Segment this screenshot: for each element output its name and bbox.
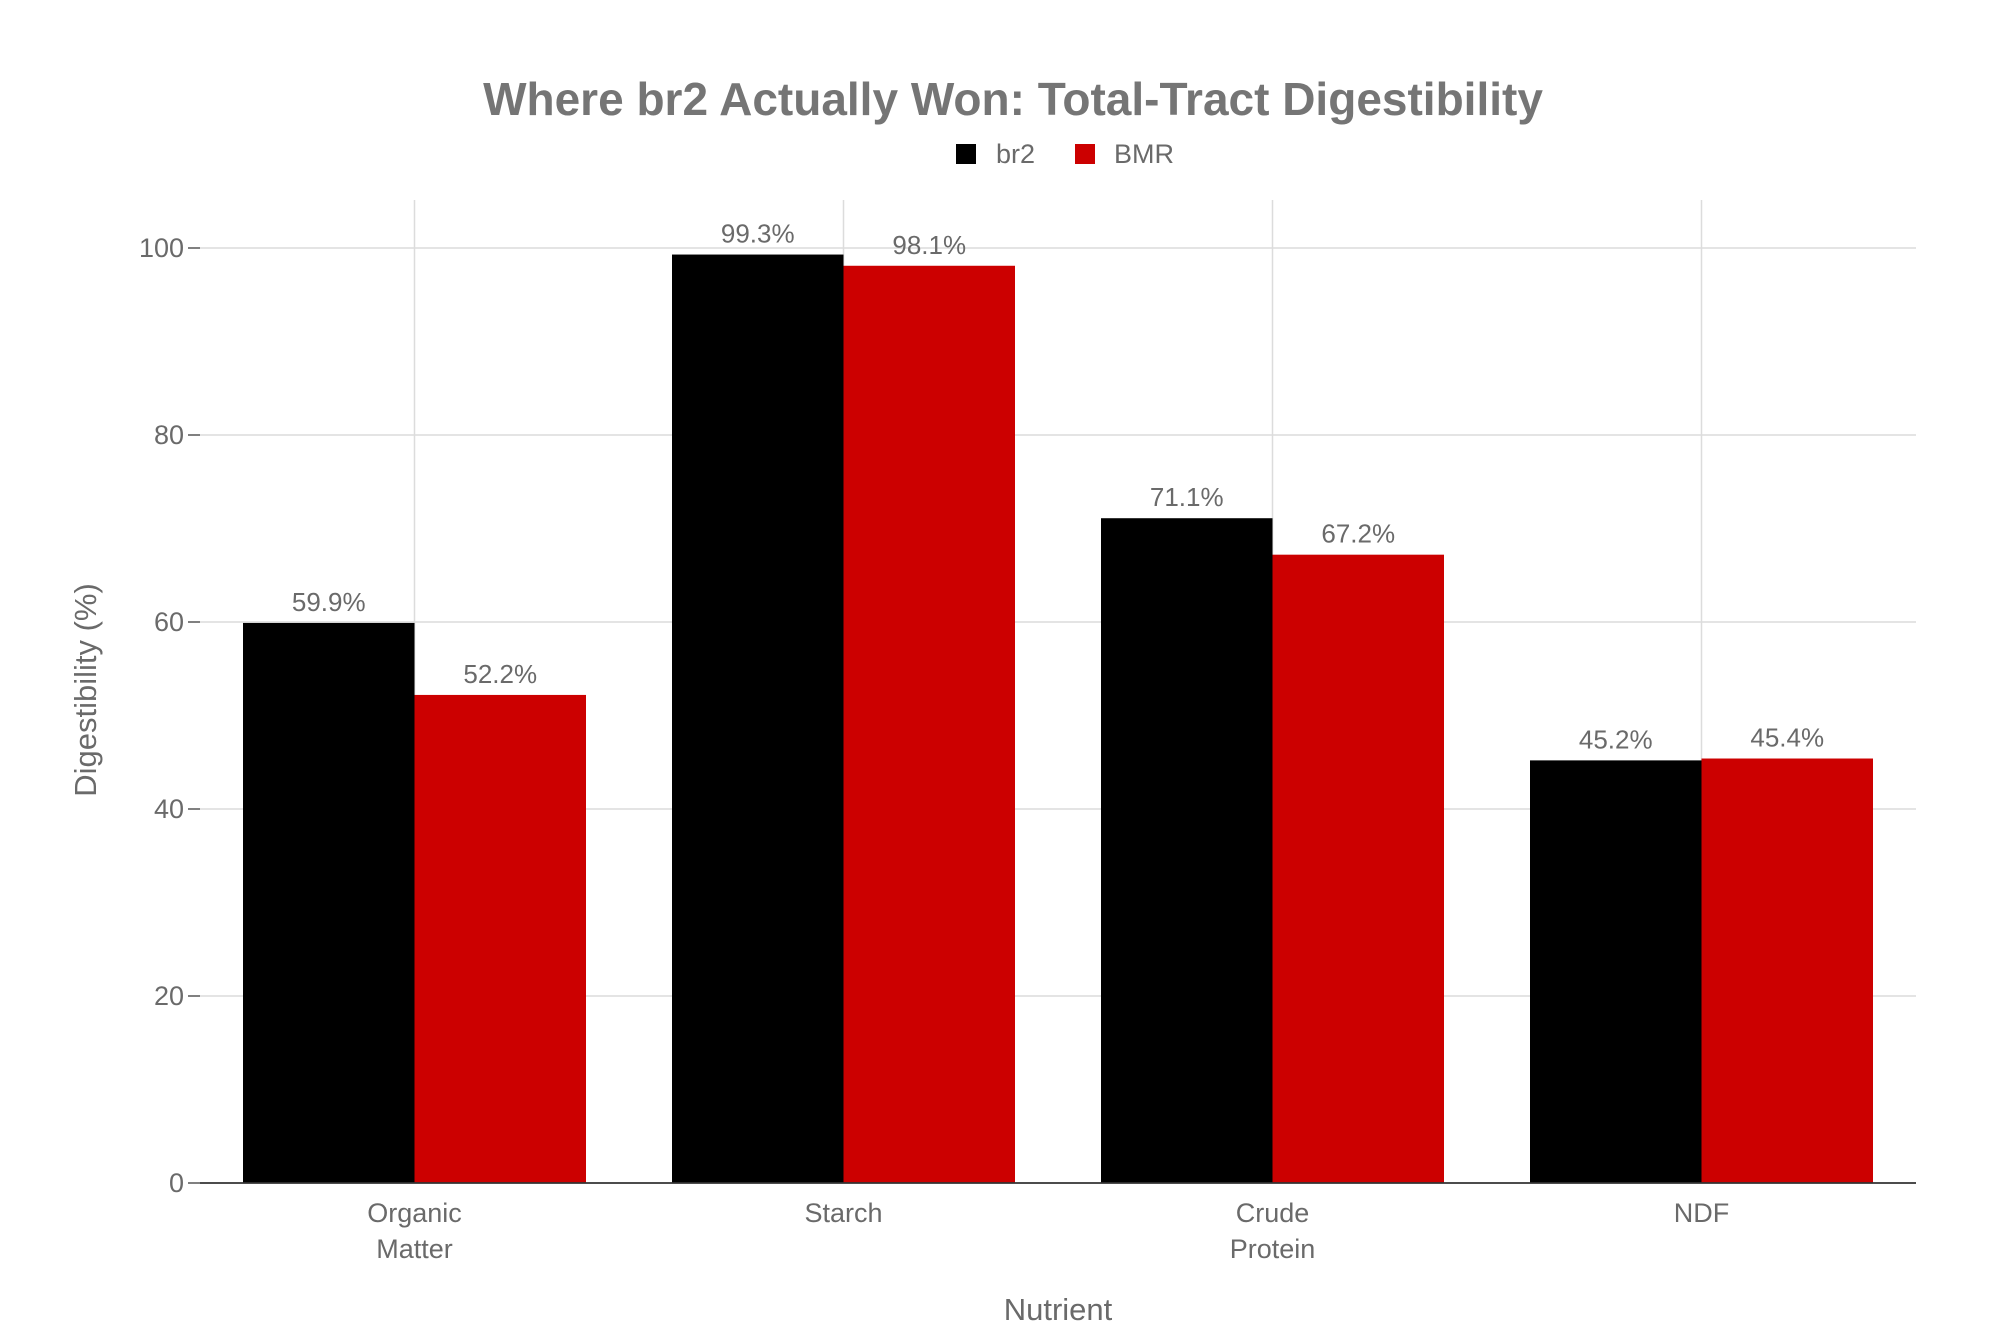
data-label-br2-0: 59.9% bbox=[292, 587, 366, 617]
y-tick-label: 100 bbox=[139, 233, 184, 263]
x-tick-label: Organic Matter bbox=[367, 1198, 462, 1264]
data-label-bmr-3: 45.4% bbox=[1750, 723, 1824, 753]
legend-label-bmr: BMR bbox=[1114, 139, 1174, 169]
legend-label-br2: br2 bbox=[996, 139, 1035, 169]
bar-br2-1 bbox=[672, 254, 844, 1184]
bars bbox=[243, 254, 1873, 1184]
legend-swatch-bmr bbox=[1075, 144, 1095, 164]
data-label-bmr-1: 98.1% bbox=[892, 230, 966, 260]
data-label-bmr-2: 67.2% bbox=[1321, 519, 1395, 549]
data-label-br2-1: 99.3% bbox=[721, 219, 795, 249]
chart-title: Where br2 Actually Won: Total-Tract Dige… bbox=[483, 73, 1543, 125]
data-label-br2-2: 71.1% bbox=[1150, 482, 1224, 512]
x-tick-label: NDF bbox=[1674, 1198, 1730, 1228]
y-axis-title: Digestibility (%) bbox=[68, 583, 103, 797]
bar-bmr-1 bbox=[843, 265, 1015, 1183]
data-label-bmr-0: 52.2% bbox=[463, 659, 537, 689]
data-labels: 59.9% 52.2% 99.3% 98.1% 71.1% 67.2% 45.2% 45.4% bbox=[292, 219, 1824, 755]
y-tick-label: 60 bbox=[154, 607, 184, 637]
bar-br2-2 bbox=[1101, 518, 1273, 1183]
bar-bmr-3 bbox=[1701, 758, 1873, 1183]
y-tick-label: 80 bbox=[154, 420, 184, 450]
x-axis-title: Nutrient bbox=[1004, 1292, 1113, 1327]
data-label-br2-3: 45.2% bbox=[1579, 724, 1653, 754]
x-tick-label: Starch bbox=[804, 1198, 882, 1228]
y-tick-label: 40 bbox=[154, 794, 184, 824]
bar-bmr-0 bbox=[414, 694, 586, 1183]
y-tick-label: 20 bbox=[154, 981, 184, 1011]
legend-swatch-br2 bbox=[956, 144, 976, 164]
legend: br2 BMR bbox=[956, 139, 1174, 169]
bar-bmr-2 bbox=[1272, 554, 1444, 1183]
axes: 0 20 40 60 80 100 Organic Matter Starch Crude Prot… bbox=[139, 233, 1916, 1264]
x-tick-label: Crude Protein bbox=[1230, 1198, 1316, 1264]
bar-br2-3 bbox=[1530, 760, 1702, 1183]
y-tick-label: 0 bbox=[169, 1168, 184, 1198]
bar-br2-0 bbox=[243, 622, 415, 1183]
